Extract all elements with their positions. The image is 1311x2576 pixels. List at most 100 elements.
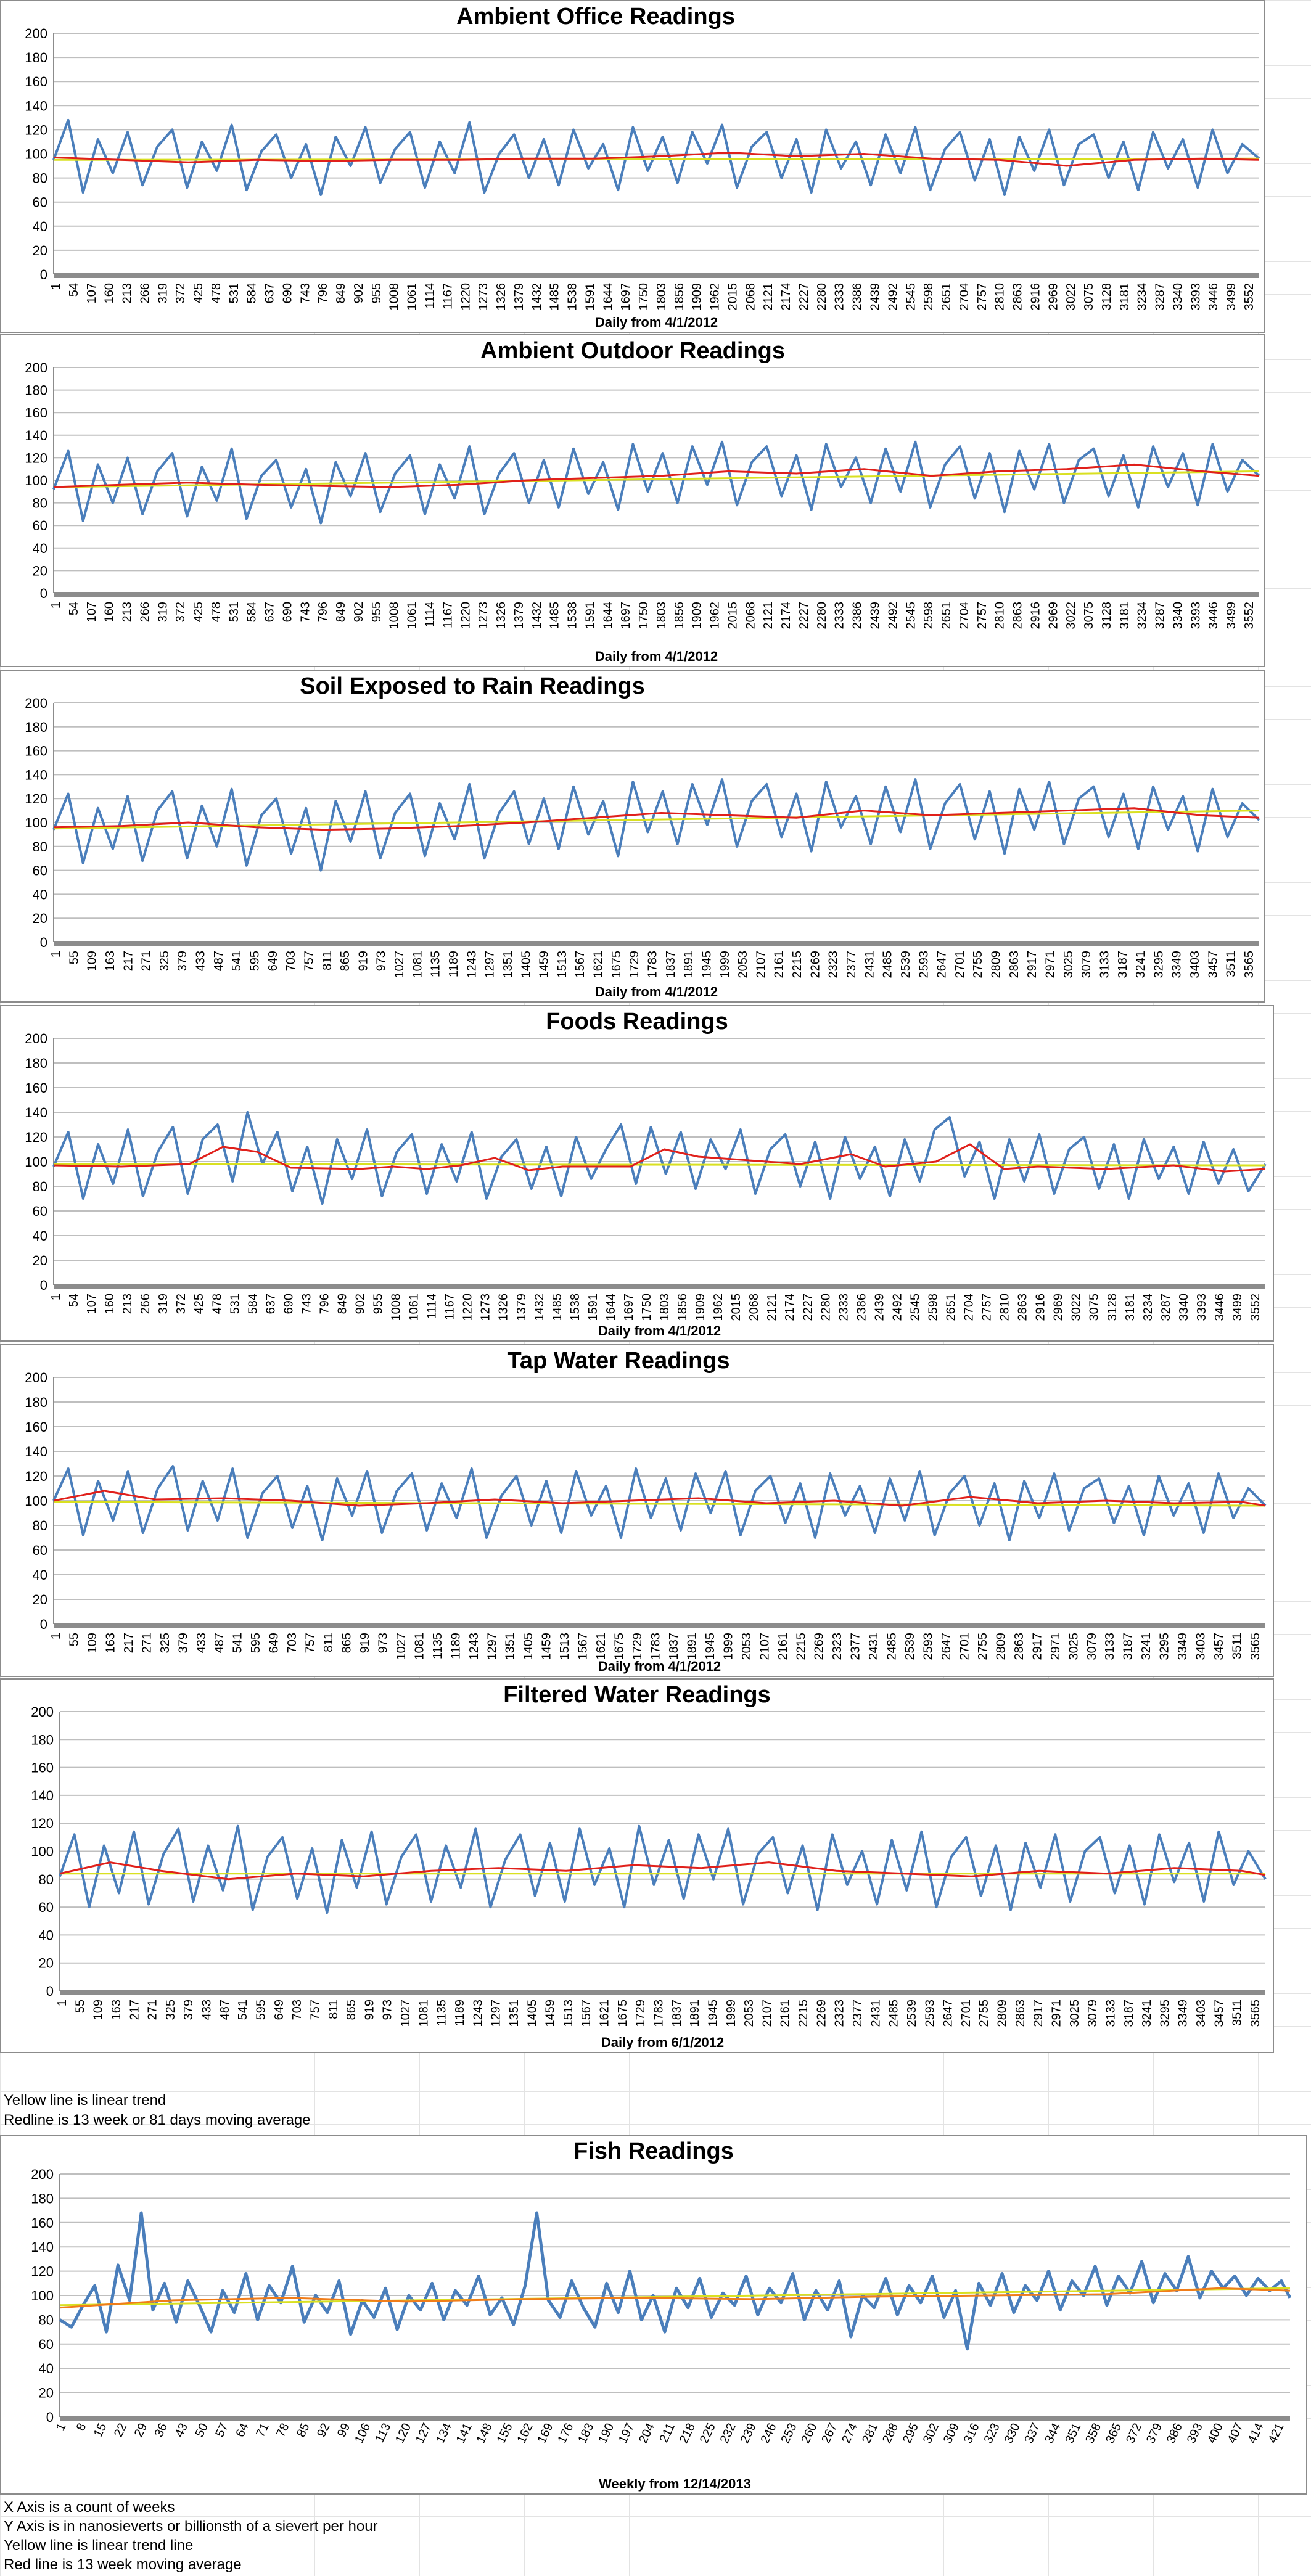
y-tick-label: 20 bbox=[33, 243, 47, 258]
x-tick-label: 487 bbox=[212, 951, 226, 971]
x-tick-label: 2863 bbox=[1016, 1294, 1030, 1321]
x-tick-label: 1 bbox=[54, 2421, 69, 2433]
x-tick-label: 1008 bbox=[388, 602, 401, 630]
x-tick-label: 1485 bbox=[551, 1294, 564, 1321]
chart-4: Tap Water Readings 0 20 40 60 80 100 120 140 160 1… bbox=[0, 1344, 1274, 1677]
x-tick-label: 757 bbox=[304, 1633, 318, 1653]
x-tick-label: 2809 bbox=[994, 1633, 1008, 1660]
x-tick-label: 955 bbox=[370, 602, 384, 622]
x-tick-label: 1783 bbox=[646, 951, 660, 978]
x-tick-label: 2333 bbox=[833, 602, 847, 630]
x-tick-label: 3234 bbox=[1141, 1294, 1155, 1321]
x-tick-label: 204 bbox=[636, 2421, 657, 2446]
trend-series bbox=[53, 1501, 1266, 1507]
y-tick-label: 120 bbox=[25, 791, 47, 806]
x-tick-label: 316 bbox=[961, 2421, 982, 2446]
x-tick-label: 337 bbox=[1022, 2421, 1043, 2446]
x-tick-label: 1061 bbox=[408, 1294, 421, 1321]
x-tick-label: 379 bbox=[176, 1633, 190, 1653]
x-tick-label: 3565 bbox=[1249, 2000, 1262, 2027]
x-tick-label: 433 bbox=[195, 1633, 208, 1653]
y-tick-label: 20 bbox=[39, 2385, 54, 2401]
x-tick-label: 3022 bbox=[1064, 283, 1078, 311]
x-tick-label: 1675 bbox=[616, 2000, 630, 2027]
x-tick-label: 2333 bbox=[837, 1294, 850, 1321]
x-tick-label: 1803 bbox=[655, 283, 668, 311]
x-tick-label: 358 bbox=[1083, 2421, 1104, 2446]
x-tick-label: 372 bbox=[174, 283, 187, 303]
trend-series bbox=[53, 810, 1260, 830]
x-tick-label: 1273 bbox=[477, 602, 490, 630]
y-tick-label: 0 bbox=[40, 1278, 47, 1293]
y-tick-label: 180 bbox=[31, 1732, 54, 1747]
x-tick-label: 2121 bbox=[762, 602, 775, 630]
x-tick-label: 3187 bbox=[1122, 2000, 1136, 2027]
x-tick-label: 1891 bbox=[688, 2000, 702, 2027]
x-tick-label: 1803 bbox=[658, 1294, 672, 1321]
x-tick-label: 2971 bbox=[1049, 1633, 1062, 1660]
x-tick-label: 36 bbox=[152, 2421, 170, 2439]
x-tick-label: 703 bbox=[290, 2000, 304, 2020]
x-tick-label: 1167 bbox=[441, 283, 454, 310]
trend-series bbox=[53, 1163, 1266, 1167]
x-tick-label: 379 bbox=[182, 2000, 195, 2020]
x-tick-label: 1432 bbox=[533, 1294, 546, 1321]
x-tick-label: 584 bbox=[245, 602, 259, 622]
x-tick-label: 2971 bbox=[1050, 2000, 1064, 2027]
readings-series bbox=[52, 118, 1260, 196]
x-tick-label: 155 bbox=[495, 2421, 516, 2446]
chart-title: Ambient Outdoor Readings bbox=[480, 338, 785, 364]
x-tick-label: 1999 bbox=[718, 951, 732, 978]
x-tick-label: 1 bbox=[49, 1294, 63, 1300]
x-tick-label: 407 bbox=[1225, 2421, 1246, 2446]
x-tick-label: 1008 bbox=[388, 283, 401, 311]
y-tick-label: 200 bbox=[25, 695, 47, 711]
x-tick-label: 2755 bbox=[971, 951, 985, 978]
x-tick-label: 1644 bbox=[601, 283, 615, 311]
x-tick-label: 3457 bbox=[1206, 951, 1220, 978]
x-axis-label: Daily from 4/1/2012 bbox=[598, 1659, 721, 1674]
x-tick-label: 414 bbox=[1246, 2421, 1267, 2446]
x-tick-label: 2485 bbox=[881, 951, 895, 978]
x-tick-label: 3187 bbox=[1116, 951, 1130, 978]
x-tick-label: 2121 bbox=[762, 283, 775, 311]
x-tick-label: 2651 bbox=[940, 283, 953, 311]
x-tick-label: 2863 bbox=[1013, 1633, 1026, 1660]
y-tick-label: 100 bbox=[25, 147, 47, 162]
x-axis-line bbox=[54, 941, 1259, 946]
x-tick-label: 849 bbox=[335, 1294, 349, 1314]
x-tick-label: 2431 bbox=[869, 2000, 882, 2027]
x-tick-label: 2647 bbox=[942, 2000, 955, 2027]
y-tick-label: 80 bbox=[33, 171, 47, 186]
x-tick-label: 1837 bbox=[664, 951, 678, 978]
x-tick-label: 3181 bbox=[1124, 1294, 1137, 1321]
y-tick-label: 120 bbox=[25, 1469, 47, 1484]
x-tick-label: 1891 bbox=[682, 951, 696, 978]
x-tick-label: 386 bbox=[1164, 2421, 1185, 2446]
x-tick-label: 1591 bbox=[583, 283, 597, 311]
x-tick-label: 2107 bbox=[754, 951, 768, 978]
x-tick-label: 3403 bbox=[1188, 951, 1202, 978]
y-tick-label: 20 bbox=[33, 1253, 47, 1268]
y-tick-label: 160 bbox=[25, 1080, 47, 1096]
x-tick-label: 703 bbox=[286, 1633, 299, 1653]
x-tick-label: 319 bbox=[157, 1294, 170, 1314]
x-tick-label: 2053 bbox=[736, 951, 750, 978]
x-tick-label: 2107 bbox=[760, 2000, 774, 2027]
x-tick-label: 2161 bbox=[773, 951, 786, 978]
x-tick-label: 3446 bbox=[1207, 283, 1220, 311]
x-tick-label: 2015 bbox=[726, 602, 739, 630]
x-tick-label: 127 bbox=[413, 2421, 434, 2446]
x-axis-line bbox=[54, 273, 1259, 278]
chart-3: Foods Readings 0 20 40 60 80 100 120 140 160 180 20… bbox=[0, 1005, 1274, 1342]
y-tick-label: 60 bbox=[33, 1204, 47, 1219]
x-tick-label: 1167 bbox=[443, 1294, 457, 1320]
x-tick-label: 1675 bbox=[610, 951, 623, 978]
readings-series bbox=[52, 1111, 1267, 1205]
x-tick-label: 372 bbox=[174, 602, 187, 622]
x-tick-label: 2917 bbox=[1025, 951, 1039, 978]
x-tick-label: 3565 bbox=[1243, 951, 1256, 978]
x-tick-label: 2174 bbox=[779, 602, 793, 630]
x-tick-label: 113 bbox=[373, 2421, 393, 2445]
